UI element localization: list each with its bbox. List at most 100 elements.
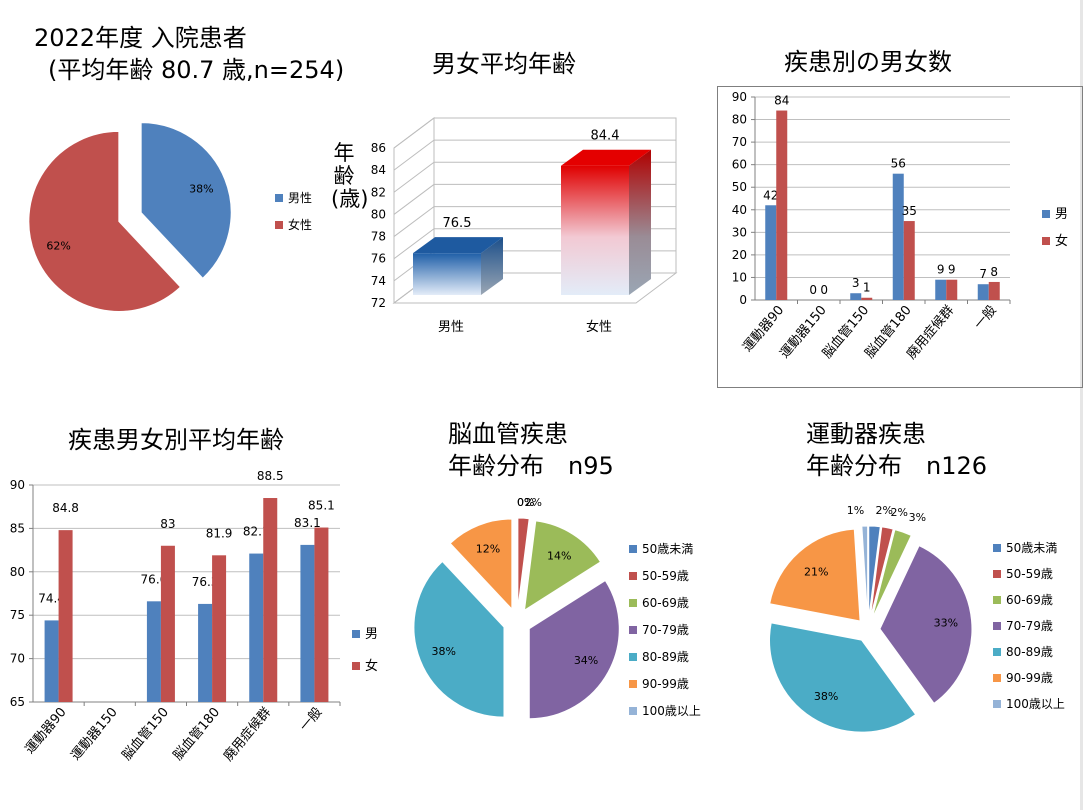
x-tick-1: 運動器150 [68, 705, 121, 764]
pie-label-5: 12% [476, 543, 500, 556]
disease-age-title: 疾患男女別平均年齢 [68, 426, 284, 454]
pie-slice-3 [879, 544, 973, 704]
legend-swatch-1 [1042, 237, 1050, 245]
bar-男-4 [935, 279, 947, 300]
data-label-1-2: 1 [863, 281, 871, 295]
pie-slice-1 [28, 130, 182, 312]
gridline-6 [393, 139, 676, 171]
bar-女-2 [861, 297, 873, 300]
legend-swatch-3 [993, 622, 1001, 630]
cerebro-title-1: 脳血管疾患 [448, 420, 568, 448]
pie-label-0: 38% [189, 183, 213, 196]
data-label-0-4: 9 [937, 263, 945, 277]
y-tick-9: 90 [732, 90, 747, 104]
cerebro-title-2: 年齢分布 n95 [448, 452, 614, 480]
x-tick-0: 男性 [438, 320, 464, 335]
y-tick-1: 74 [371, 274, 386, 288]
legend-swatch-0 [352, 630, 360, 638]
data-label-0-5: 83.1 [294, 516, 321, 530]
x-tick-5: 一般 [971, 302, 1000, 332]
bar-男-3 [892, 173, 904, 300]
legend-label-6: 100歳以上 [1006, 697, 1065, 711]
x-tick-2: 脳血管150 [119, 705, 172, 764]
legend-label-6: 100歳以上 [642, 704, 701, 718]
pie-label-2: 14% [547, 549, 571, 562]
y-tick-3: 80 [10, 565, 25, 579]
bar-男-0 [765, 205, 777, 300]
bar-男-3 [198, 603, 213, 702]
bar-男-2 [146, 601, 161, 702]
bar-女-3 [212, 555, 227, 702]
legend-label-0: 50歳未満 [1006, 541, 1057, 555]
x-tick-3: 脳血管180 [171, 705, 224, 764]
legend-swatch-2 [993, 596, 1001, 604]
data-label-0-4: 82.1 [243, 525, 270, 539]
legend-label-1: 女 [1055, 233, 1068, 249]
bar-top-1 [561, 149, 651, 166]
legend-swatch-0 [1042, 210, 1050, 218]
legend-swatch-2 [629, 599, 637, 607]
bar-男-0 [44, 620, 59, 702]
bar-男-4 [249, 553, 264, 702]
y-tick-2: 76 [371, 252, 386, 266]
y-tick-8: 80 [732, 113, 747, 127]
bar-女-5 [314, 527, 329, 702]
data-label-0-3: 76.3 [192, 575, 219, 589]
data-label-1-5: 85.1 [308, 499, 335, 513]
y-tick-4: 40 [732, 203, 747, 217]
legend-label-1: 女 [365, 658, 378, 674]
pie-slice-5 [769, 528, 861, 622]
bar-女-3 [903, 221, 915, 300]
legend-swatch-1 [629, 572, 637, 580]
bar-女-5 [988, 281, 1000, 300]
x-tick-0: 運動器90 [22, 705, 69, 757]
data-label-1-0: 84 [774, 94, 789, 108]
legend-label-3: 70-79歳 [642, 623, 689, 637]
y-tick-7: 70 [732, 135, 747, 149]
legend-label-0: 男 [365, 627, 378, 642]
pie-slice-2 [523, 520, 602, 612]
pie-label-6: 0% [517, 496, 534, 509]
y-tick-3: 78 [371, 230, 386, 244]
data-label-1-2: 83 [160, 517, 175, 531]
data-label-0-0: 42 [763, 188, 778, 202]
pie-label-5: 21% [804, 565, 828, 578]
y-tick-1: 10 [732, 270, 747, 284]
y-tick-3: 30 [732, 225, 747, 239]
y-tick-5: 90 [10, 478, 25, 492]
legend-label-5: 90-99歳 [1006, 671, 1053, 685]
data-label-0-0: 74.4 [38, 591, 65, 605]
legend-swatch-0 [993, 544, 1001, 552]
y-tick-2: 75 [10, 608, 25, 622]
data-label-1-3: 81.9 [206, 526, 233, 540]
page-edge [1080, 0, 1083, 810]
data-label-1-3: 35 [902, 204, 917, 218]
gridline-7 [393, 117, 676, 149]
pie-label-1: 62% [46, 239, 70, 252]
y-tick-4: 80 [371, 207, 386, 221]
bar-女-0 [776, 110, 788, 301]
bar-side-0 [481, 237, 503, 295]
legend-swatch-6 [629, 707, 637, 715]
pie-slice-0 [140, 122, 232, 279]
legend-swatch-0 [629, 545, 637, 553]
y-tick-2: 20 [732, 248, 747, 262]
motor-title-2: 年齢分布 n126 [806, 452, 988, 480]
data-label-1-5: 8 [990, 265, 998, 279]
y-tick-5: 82 [371, 185, 386, 199]
pie-label-0: 0% [517, 496, 534, 509]
legend-label-2: 60-69歳 [1006, 593, 1053, 607]
data-label-0-5: 7 [979, 267, 987, 281]
y-tick-5: 50 [732, 180, 747, 194]
legend-swatch-0 [275, 194, 283, 202]
legend-label-5: 90-99歳 [642, 677, 689, 691]
bar-男-2 [850, 293, 862, 300]
pie-slice-4 [413, 560, 505, 718]
legend-swatch-4 [629, 653, 637, 661]
bar-0 [413, 253, 481, 295]
bar-男-5 [300, 544, 315, 702]
pie-slice-6 [861, 525, 869, 619]
y-tick-6: 60 [732, 158, 747, 172]
legend-label-0: 男 [1055, 207, 1068, 222]
